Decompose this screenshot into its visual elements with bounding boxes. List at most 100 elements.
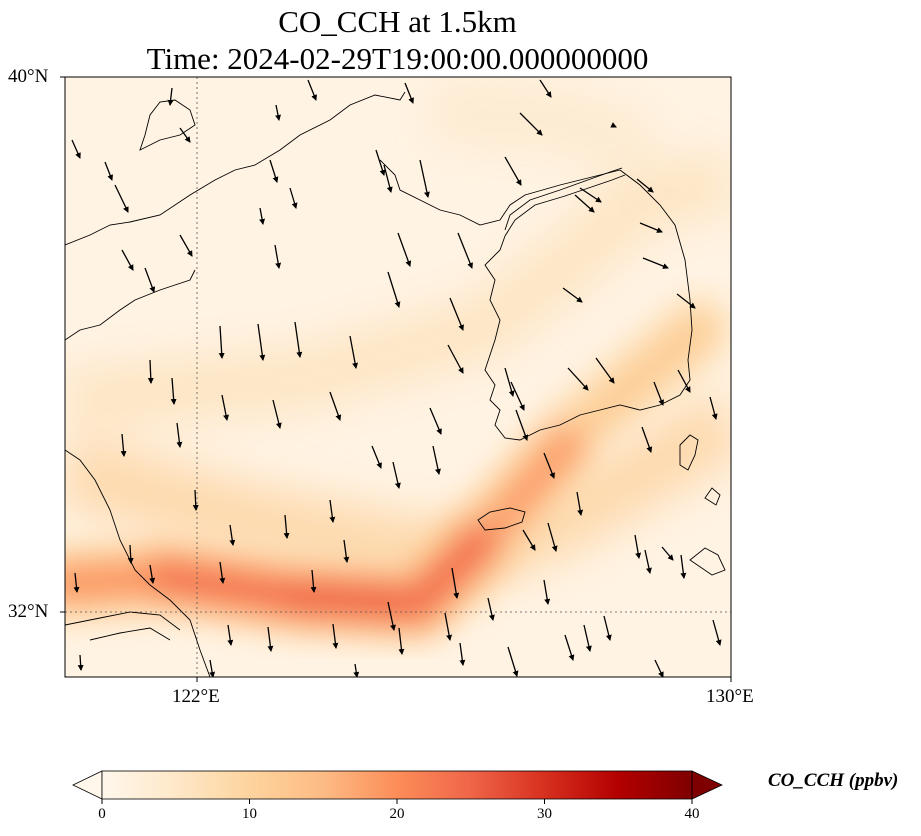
wind-arrow	[274, 244, 282, 269]
wind-arrow	[576, 491, 584, 516]
coastline-peninsula	[65, 269, 196, 341]
wind-arrow	[147, 359, 154, 384]
wind-arrow	[267, 626, 274, 652]
wind-arrow	[398, 627, 405, 655]
wind-arrow	[170, 377, 177, 405]
field-band-north	[65, 150, 731, 430]
wind-arrow	[375, 149, 386, 176]
wind-arrow	[404, 82, 414, 104]
wind-arrow	[547, 522, 558, 552]
wind-arrow	[639, 222, 663, 233]
wind-arrow	[289, 187, 298, 209]
wind-arrow	[543, 579, 551, 605]
wind-arrow	[104, 161, 113, 181]
field-band-pale	[427, 77, 662, 184]
colorbar-extend-high	[691, 770, 723, 800]
coastline-islet	[704, 487, 721, 506]
wind-arrow	[392, 461, 401, 489]
wind-arrow	[661, 546, 674, 561]
wind-arrow	[432, 445, 441, 475]
dmz-line-2	[504, 174, 626, 237]
wind-arrow	[259, 207, 266, 225]
wind-arrow	[77, 654, 84, 671]
wind-arrow	[121, 249, 134, 271]
plume-segment	[65, 562, 180, 599]
plume-segment	[283, 582, 433, 619]
wind-arrow	[644, 549, 652, 574]
wind-arrow	[221, 394, 229, 421]
wind-arrow	[579, 187, 602, 203]
wind-arrow	[387, 601, 396, 631]
wind-arrow	[676, 293, 696, 309]
wind-arrow	[73, 572, 80, 593]
wind-arrow	[329, 391, 342, 421]
lat-tick-32N: 32°N	[8, 601, 49, 622]
coastline-korea-north	[379, 159, 621, 226]
wind-arrow	[515, 409, 529, 441]
wind-arrow	[179, 234, 193, 257]
coastline-north	[65, 91, 406, 246]
map-frame	[64, 76, 732, 678]
wind-arrow	[603, 615, 612, 641]
wind-arrow	[371, 445, 382, 469]
wind-arrow	[504, 156, 522, 186]
wind-arrow	[487, 597, 495, 621]
wind-arrow	[353, 663, 360, 677]
wind-arrow	[227, 624, 234, 646]
wind-arrow	[519, 112, 543, 136]
wind-arrow	[564, 634, 575, 661]
wind-arrow	[383, 164, 393, 193]
wind-arrow	[387, 271, 401, 308]
wind-arrow	[349, 335, 359, 369]
colorbar-tick-30: 30	[537, 806, 552, 822]
colorbar-extend-low	[72, 770, 103, 800]
wind-arrow	[343, 539, 350, 563]
colorbar-tick-20: 20	[389, 806, 405, 822]
coastline-yangtze-south	[89, 627, 171, 641]
wind-arrow	[283, 514, 290, 539]
wind-arrow	[634, 534, 642, 559]
wind-arrow	[218, 325, 225, 359]
wind-arrow	[397, 232, 412, 267]
wind-arrow	[329, 499, 336, 523]
wind-arrow	[192, 489, 199, 511]
coastline-tsushima	[679, 434, 699, 471]
wind-arrow	[310, 569, 317, 593]
wind-arrow	[120, 433, 127, 457]
wind-arrow	[522, 529, 536, 551]
wind-arrow	[176, 422, 183, 448]
wind-arrow	[229, 524, 236, 546]
wind-arrow	[653, 381, 664, 406]
chart-title-line2: Time: 2024-02-29T19:00:00.000000000	[146, 41, 649, 76]
lon-tick-130E: 130°E	[706, 686, 754, 707]
wind-arrow	[179, 127, 191, 143]
plume-segment	[149, 562, 314, 612]
lon-tick-122E: 122°E	[172, 686, 220, 707]
wind-arrow	[307, 79, 317, 101]
wind-arrow	[444, 612, 453, 641]
wind-arrow	[595, 357, 615, 384]
wind-arrow	[419, 159, 430, 198]
plume-segment	[569, 315, 713, 439]
wind-arrow	[257, 323, 266, 361]
colorbar-tick-0: 0	[98, 806, 106, 822]
wind-arrow	[144, 267, 156, 293]
wind-arrow	[127, 544, 134, 564]
wind-arrow	[294, 321, 303, 358]
wind-arrow	[543, 452, 555, 479]
coastline-jeju	[477, 507, 526, 531]
wind-arrow	[641, 426, 653, 453]
wind-arrow	[149, 564, 156, 584]
wind-arrow	[451, 567, 460, 599]
wind-arrow	[167, 87, 174, 106]
wind-arrow	[610, 122, 617, 128]
wind-arrow	[457, 232, 473, 269]
wind-arrow	[209, 659, 216, 677]
wind-arrow	[574, 194, 595, 213]
wind-arrow	[332, 623, 339, 649]
wind-arrow	[504, 367, 515, 397]
colorbar-tick-10: 10	[242, 806, 257, 822]
wind-arrow	[510, 381, 525, 411]
